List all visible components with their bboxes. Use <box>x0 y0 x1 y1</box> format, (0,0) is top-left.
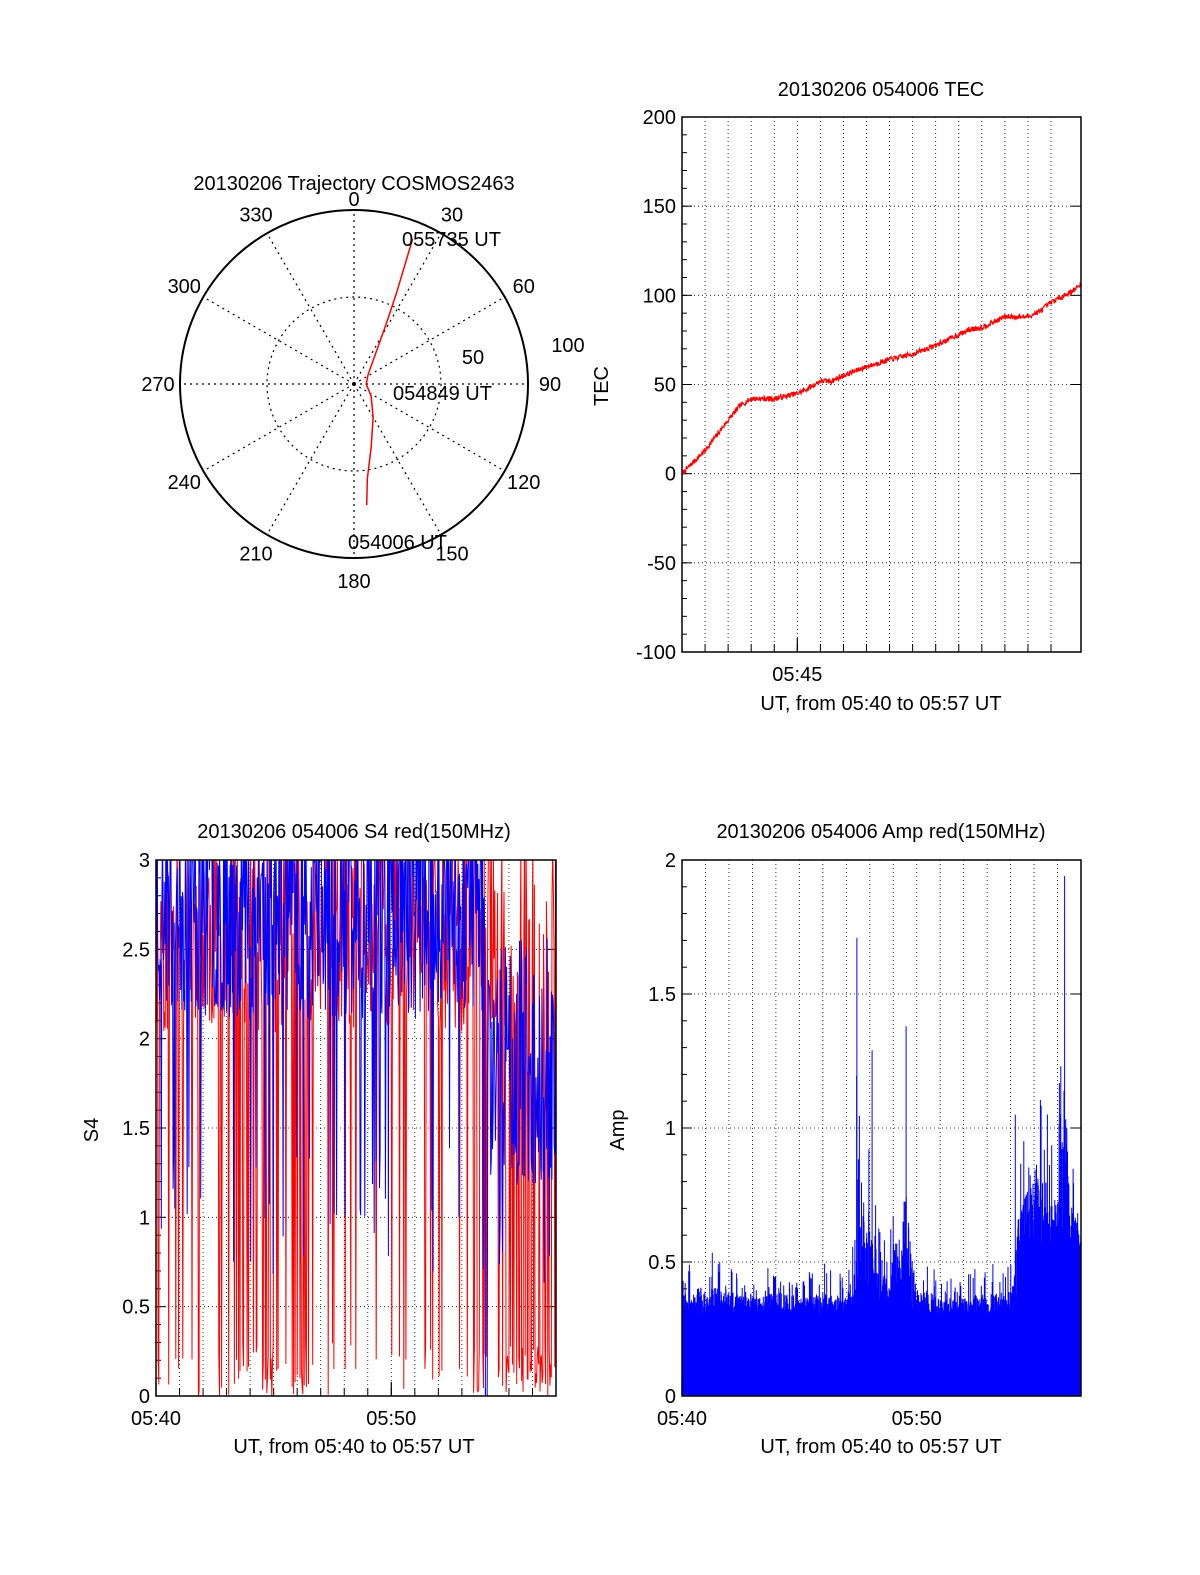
tec-xlabel: UT, from 05:40 to 05:57 UT <box>760 693 1001 715</box>
y-tick-label: 1.5 <box>648 984 676 1006</box>
polar-spoke <box>266 383 355 535</box>
s4-series-layer <box>156 860 556 1396</box>
polar-radial-label: 50 <box>462 347 484 369</box>
plot-border <box>155 859 557 1397</box>
polar-outer-circle <box>179 209 529 559</box>
y-tick-label: -50 <box>647 553 676 575</box>
trajectory-end-annotation: 055735 UT <box>402 229 501 251</box>
y-tick-label: 100 <box>643 285 676 307</box>
y-tick-label: 2 <box>139 1029 150 1051</box>
trajectory-mid-annotation: 054849 UT <box>393 383 492 405</box>
polar-spoke <box>353 233 442 385</box>
y-tick-label: 0.5 <box>648 1252 676 1274</box>
y-tick-label: 1.5 <box>122 1118 150 1140</box>
polar-azimuth-label: 90 <box>539 374 561 396</box>
x-tick-label: 05:45 <box>772 664 822 686</box>
s4-panel: 20130206 054006 S4 red(150MHz) UT, from … <box>81 821 557 1458</box>
y-tick-label: 50 <box>654 375 676 397</box>
polar-grid-circle <box>266 296 442 472</box>
x-tick-label: 05:40 <box>131 1408 181 1430</box>
y-tick-label: 0 <box>665 464 676 486</box>
polar-azimuth-label: 180 <box>337 571 370 593</box>
s4-ylabel: S4 <box>81 1118 103 1142</box>
y-tick-label: 0.5 <box>122 1297 150 1319</box>
x-tick-label: 05:40 <box>657 1408 707 1430</box>
x-tick-label: 05:50 <box>366 1408 416 1430</box>
x-tick-label: 05:50 <box>892 1408 942 1430</box>
polar-azimuth-label: 60 <box>513 276 535 298</box>
polar-title: 20130206 Trajectory COSMOS2463 <box>193 173 514 195</box>
polar-trajectory-panel: 20130206 Trajectory COSMOS2463 0 30 60 90 12… <box>141 173 584 593</box>
polar-azimuth-label: 0 <box>348 189 359 211</box>
trajectory-line <box>365 238 414 506</box>
s4-xlabel: UT, from 05:40 to 05:57 UT <box>233 1436 474 1458</box>
tec-ylabel: TEC <box>591 366 613 406</box>
polar-azimuth-label: 270 <box>141 374 174 396</box>
polar-spoke <box>353 383 505 472</box>
polar-azimuth-label: 120 <box>507 472 540 494</box>
polar-spoke <box>353 296 505 385</box>
polar-azimuth-label: 300 <box>168 276 201 298</box>
y-tick-label: 0 <box>665 1386 676 1408</box>
polar-spoke <box>353 383 442 535</box>
y-tick-label: 2.5 <box>122 939 150 961</box>
polar-spoke <box>203 383 355 472</box>
polar-azimuth-label: 210 <box>239 544 272 566</box>
plot-border <box>681 116 1082 653</box>
trajectory-start-annotation: 054006 UT <box>348 532 447 554</box>
y-tick-label: 1 <box>139 1207 150 1229</box>
tec-series-line <box>681 281 1082 476</box>
polar-azimuth-label: 240 <box>168 472 201 494</box>
polar-spoke <box>203 296 355 385</box>
polar-radial-label: 100 <box>551 335 584 357</box>
y-tick-label: 1 <box>665 1118 676 1140</box>
y-tick-label: 200 <box>643 107 676 129</box>
polar-azimuth-label: 330 <box>239 204 272 226</box>
y-tick-label: 3 <box>139 850 150 872</box>
y-tick-label: 150 <box>643 196 676 218</box>
amp-title: 20130206 054006 Amp red(150MHz) <box>716 821 1045 843</box>
plot-border <box>681 859 1082 1397</box>
tec-panel: 20130206 054006 TEC UT, from 05:40 to 05… <box>591 79 1082 715</box>
amp-xlabel: UT, from 05:40 to 05:57 UT <box>760 1436 1001 1458</box>
s4-title: 20130206 054006 S4 red(150MHz) <box>197 821 511 843</box>
polar-azimuth-label: 30 <box>441 204 463 226</box>
y-tick-label: -100 <box>636 642 676 664</box>
amp-ylabel: Amp <box>607 1109 629 1150</box>
y-tick-label: 2 <box>665 850 676 872</box>
tec-title: 20130206 054006 TEC <box>778 79 984 101</box>
y-tick-label: 0 <box>139 1386 150 1408</box>
amp-panel: 20130206 054006 Amp red(150MHz) UT, from… <box>607 821 1082 1458</box>
polar-spoke <box>266 233 355 385</box>
amp-series-bars <box>681 876 1082 1396</box>
s4-blue-series <box>156 860 556 1396</box>
polar-azimuth-label: 150 <box>435 544 468 566</box>
